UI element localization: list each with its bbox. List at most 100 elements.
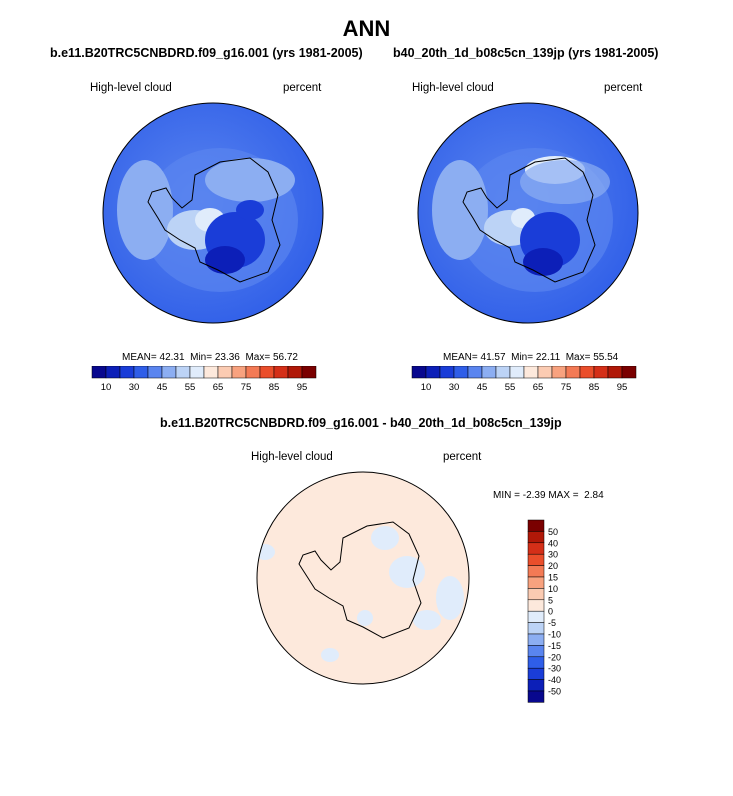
diff-colorbar-swatch <box>527 656 545 669</box>
panel-2-colorbar-tick-label: 95 <box>617 382 628 393</box>
diff-max-label: MAX = <box>548 490 579 501</box>
panel-2-colorbar-swatch <box>537 366 553 379</box>
diff-colorbar-tick-label: 20 <box>548 561 558 571</box>
panel-1-colorbar-swatch <box>231 366 247 379</box>
diff-colorbar-tick-label: 5 <box>548 595 553 605</box>
panel-2-mean-value: 41.57 <box>480 352 506 363</box>
diff-colorbar-swatch <box>527 565 545 578</box>
panel-2-colorbar-swatch <box>411 366 427 379</box>
panel-1-colorbar-swatch <box>217 366 233 379</box>
panel-2-colorbar-swatch <box>467 366 483 379</box>
diff-colorbar-swatch <box>527 588 545 601</box>
diff-colorbar-swatch <box>527 599 545 612</box>
panel-2-case-title: b40_20th_1d_b08c5cn_139jp (yrs 1981-2005… <box>393 46 659 60</box>
panel-1-colorbar-tick-label: 85 <box>269 382 280 393</box>
panel-1-colorbar: 10 30 45 55 65 75 85 95 <box>91 366 317 393</box>
panel-1-coastline <box>147 157 281 283</box>
diff-background-field <box>257 472 469 684</box>
panel-1-colorbar-swatch <box>175 366 191 379</box>
panel-2-colorbar-swatch <box>481 366 497 379</box>
diff-colorbar-swatch <box>527 645 545 658</box>
panel-2-colorbar-swatch <box>439 366 455 379</box>
diff-colorbar-tick-label: 40 <box>548 538 558 548</box>
diff-colorbar-swatch <box>527 576 545 589</box>
diff-colorbar-tick-label: -40 <box>548 675 561 685</box>
panel-1-max-label: Max= <box>245 352 271 363</box>
panel-2-min-value: 22.11 <box>535 352 561 363</box>
panel-1-colorbar-tick-label: 95 <box>297 382 308 393</box>
diff-colorbar-tick-label: 15 <box>548 573 558 583</box>
diff-min-value: -2.39 <box>522 490 546 501</box>
panel-1-colorbar-swatch <box>259 366 275 379</box>
panel-2-units: percent <box>604 82 643 94</box>
diff-colorbar-tick-label: -30 <box>548 664 561 674</box>
panel-1-colorbar-swatch <box>273 366 289 379</box>
panel-2-stats: MEAN= 41.57 Min= 22.11 Max= 55.54 <box>443 352 618 363</box>
panel-2-polar-map <box>417 102 639 324</box>
diff-colorbar-tick-label: 50 <box>548 527 558 537</box>
panel-2-colorbar-tick-label: 30 <box>449 382 460 393</box>
panel-1-colorbar-tick-label: 55 <box>185 382 196 393</box>
diff-colorbar-swatch <box>527 542 545 555</box>
diff-colorbar-tick-label: -15 <box>548 641 561 651</box>
diff-colorbar-tick-label: -10 <box>548 630 561 640</box>
panel-1-min-label: Min= <box>190 352 213 363</box>
diff-colorbar-swatch <box>527 679 545 692</box>
panel-2-coastline <box>462 157 596 283</box>
figure-title: ANN <box>342 16 391 41</box>
diff-max-value: 2.84 <box>584 490 604 501</box>
panel-1-colorbar-tick-label: 75 <box>241 382 252 393</box>
panel-2-colorbar-swatch <box>579 366 595 379</box>
panel-2-colorbar-swatch <box>621 366 637 379</box>
panel-1-mean-label: MEAN= <box>122 352 157 363</box>
panel-1-variable: High-level cloud <box>90 82 172 94</box>
panel-1-case-title: b.e11.B20TRC5CNBDRD.f09_g16.001 (yrs 198… <box>50 46 363 60</box>
panel-1-colorbar-tick-label: 10 <box>101 382 112 393</box>
diff-colorbar-swatch <box>527 633 545 646</box>
diff-colorbar-tick-label: 0 <box>548 607 553 617</box>
diff-polar-map <box>256 471 470 685</box>
panel-2-colorbar-swatch <box>453 366 469 379</box>
panel-1-stats: MEAN= 42.31 Min= 23.36 Max= 56.72 <box>122 352 298 363</box>
panel-1-min-value: 23.36 <box>214 352 240 363</box>
diff-colorbar-swatch <box>527 667 545 680</box>
panel-2-colorbar-tick-label: 45 <box>477 382 488 393</box>
panel-2-colorbar-swatch <box>593 366 609 379</box>
panel-1-colorbar-swatch <box>245 366 261 379</box>
panel-2-colorbar-tick-label: 85 <box>589 382 600 393</box>
diff-colorbar-tick-label: -20 <box>548 652 561 662</box>
panel-1-colorbar-swatch <box>203 366 219 379</box>
panel-1-colorbar-swatch <box>301 366 317 379</box>
diff-colorbar-swatch <box>527 610 545 623</box>
panel-1-colorbar-tick-label: 65 <box>213 382 224 393</box>
diff-colorbar-swatch <box>527 531 545 544</box>
panel-2-colorbar-tick-label: 55 <box>505 382 516 393</box>
panel-2-min-label: Min= <box>511 352 534 363</box>
panel-1-colorbar-swatch <box>189 366 205 379</box>
panel-1-colorbar-tick-label: 30 <box>129 382 140 393</box>
panel-2-colorbar-tick-label: 65 <box>533 382 544 393</box>
panel-1-polar-map <box>102 102 324 324</box>
panel-1-units: percent <box>283 82 322 94</box>
panel-2-colorbar-swatch <box>509 366 525 379</box>
panel-2-colorbar-swatch <box>565 366 581 379</box>
panel-2-colorbar-swatch <box>607 366 623 379</box>
diff-map-border <box>256 471 470 685</box>
panel-2-colorbar-swatch <box>551 366 567 379</box>
diff-colorbar-swatch <box>527 553 545 566</box>
diff-colorbar-tick-label: 30 <box>548 550 558 560</box>
diff-colorbar-swatch <box>527 622 545 635</box>
panel-2-colorbar-swatch <box>523 366 539 379</box>
diff-colorbar-tick-label: 10 <box>548 584 558 594</box>
diff-stats: MIN = -2.39 MAX = 2.84 <box>493 490 604 501</box>
diff-colorbar-tick-label: -50 <box>548 687 561 697</box>
panel-2-colorbar-tick-label: 75 <box>561 382 572 393</box>
diff-colorbar-tick-label: -5 <box>548 618 556 628</box>
panel-2-colorbar: 10 30 45 55 65 75 85 95 <box>411 366 637 393</box>
panel-1-colorbar-swatch <box>147 366 163 379</box>
panel-2-colorbar-swatch <box>425 366 441 379</box>
diff-min-label: MIN = <box>493 490 520 501</box>
panel-1-max-value: 56.72 <box>272 352 298 363</box>
panel-1-colorbar-swatch <box>133 366 149 379</box>
